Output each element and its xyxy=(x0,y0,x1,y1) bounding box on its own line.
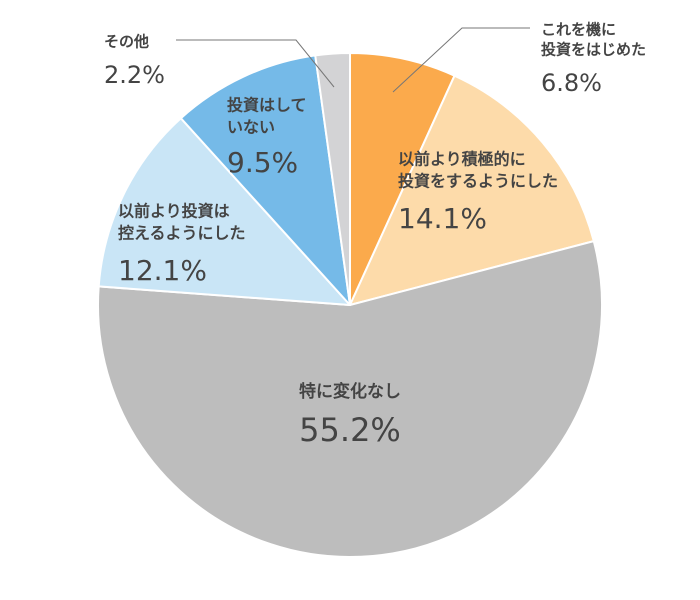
slice-label-1-line-1: 投資をするようにした xyxy=(398,172,558,191)
slice-label-4-line-0: 投資はして xyxy=(227,96,307,115)
slice-label-4-line-1: いない xyxy=(227,118,275,137)
pie-slice-3 xyxy=(97,117,351,306)
pie-slice-2 xyxy=(97,240,604,558)
pie-slice-4 xyxy=(179,54,351,306)
slice-value-2: 55.2% xyxy=(299,411,401,449)
pie-slice-5 xyxy=(314,52,351,306)
slice-label-0-line-1: 投資をはじめた xyxy=(541,41,646,59)
slice-value-4: 9.5% xyxy=(227,146,298,179)
slice-value-0: 6.8% xyxy=(541,69,602,97)
slice-label-2-line-0: 特に変化なし xyxy=(299,381,401,402)
pie-slices xyxy=(97,52,604,558)
leader-lines xyxy=(176,27,530,93)
slice-label-5-line-0: その他 xyxy=(104,33,149,51)
slice-label-3-line-0: 以前より投資は xyxy=(118,202,230,221)
slice-value-1: 14.1% xyxy=(398,202,487,235)
slice-label-3-line-1: 控えるようにした xyxy=(118,224,246,243)
slice-label-1-line-0: 以前より積極的に xyxy=(398,150,526,169)
pie-slice-1 xyxy=(349,74,595,306)
slice-label-0-line-0: これを機に xyxy=(541,21,616,39)
slice-value-5: 2.2% xyxy=(104,61,165,89)
leader-line-5 xyxy=(176,39,335,88)
slice-value-3: 12.1% xyxy=(118,254,207,287)
leader-line-0 xyxy=(392,27,530,93)
pie-slice-0 xyxy=(349,52,456,306)
